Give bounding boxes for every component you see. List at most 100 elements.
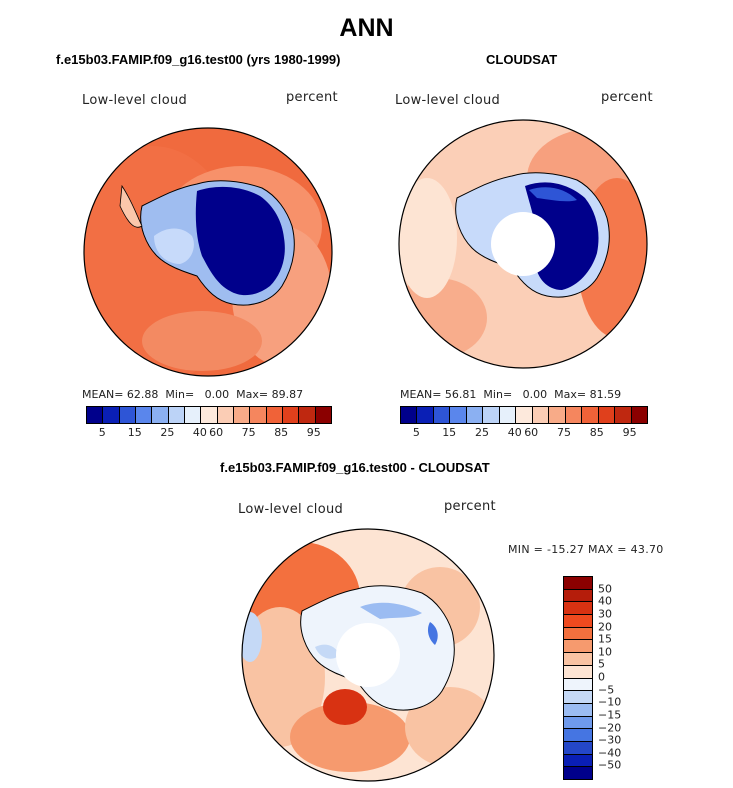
colorbar-swatch xyxy=(201,407,218,423)
colorbar-tick-label: −30 xyxy=(598,733,622,747)
obs-mean-label: MEAN= xyxy=(400,388,442,401)
obs-max-label: Max= xyxy=(554,388,587,401)
model-polar-map xyxy=(83,127,333,377)
obs-max-value: 81.59 xyxy=(589,388,622,401)
colorbar-tick-label: 25 xyxy=(160,426,175,439)
obs-units-label: percent xyxy=(601,90,653,105)
model-variable-label: Low-level cloud xyxy=(82,93,188,108)
model-max-label: Max= xyxy=(236,388,269,401)
model-mean-label: MEAN= xyxy=(82,388,124,401)
colorbar-tick-label: 20 xyxy=(598,620,612,633)
colorbar-swatch xyxy=(564,703,592,717)
colorbar-swatch xyxy=(401,407,418,423)
colorbar-tick-label: 85 xyxy=(274,426,289,439)
colorbar-swatch xyxy=(564,691,592,704)
colorbar-tick-label: 60 xyxy=(524,426,539,439)
colorbar-tick-label: 95 xyxy=(622,426,637,439)
colorbar-swatch xyxy=(168,407,185,423)
colorbar-swatch xyxy=(564,653,592,666)
model-units-label: percent xyxy=(286,90,338,105)
colorbar-tick-label: 50 xyxy=(598,582,612,596)
colorbar-swatch xyxy=(103,407,120,423)
colorbar-swatch xyxy=(217,407,234,423)
colorbar-swatch xyxy=(466,407,484,423)
main-title: ANN xyxy=(339,14,394,42)
colorbar-tick-label: 15 xyxy=(442,426,457,439)
model-colorbar-ticks: 5 15 25 40 60 75 85 95 xyxy=(86,426,330,440)
colorbar-tick-label: −50 xyxy=(598,758,622,772)
colorbar-tick-label: 5 xyxy=(98,426,106,439)
colorbar-swatch xyxy=(282,407,300,423)
diff-panel-title: f.e15b03.FAMIP.f09_g16.test00 - CLOUDSAT xyxy=(220,460,490,475)
obs-colorbar-ticks: 5 15 25 40 60 75 85 95 xyxy=(400,426,646,440)
colorbar-tick-label: 30 xyxy=(598,607,612,621)
colorbar-swatch xyxy=(135,407,153,423)
colorbar-swatch xyxy=(152,407,169,423)
colorbar-tick-label: 15 xyxy=(127,426,142,439)
colorbar-tick-label: −5 xyxy=(598,683,615,697)
colorbar-tick-label: −40 xyxy=(598,746,622,760)
obs-variable-label: Low-level cloud xyxy=(395,93,501,108)
model-min-value: 0.00 xyxy=(204,388,230,401)
colorbar-swatch xyxy=(266,407,283,423)
colorbar-swatch xyxy=(564,729,592,742)
diff-polar-map xyxy=(241,528,495,782)
colorbar-swatch xyxy=(499,407,517,423)
colorbar-swatch xyxy=(417,407,434,423)
colorbar-tick-label: 10 xyxy=(598,645,612,659)
model-mean-value: 62.88 xyxy=(126,388,159,401)
obs-min-label: Min= xyxy=(483,388,513,401)
colorbar-tick-label: 40 xyxy=(192,426,207,439)
colorbar-swatch xyxy=(119,407,136,423)
colorbar-tick-label: 85 xyxy=(589,426,604,439)
diff-minmax: MIN = -15.27 MAX = 43.70 xyxy=(508,543,664,556)
colorbar-swatch xyxy=(564,678,592,692)
colorbar-swatch xyxy=(615,407,632,423)
colorbar-swatch xyxy=(564,754,592,768)
colorbar-swatch xyxy=(564,615,592,628)
colorbar-tick-label: 75 xyxy=(241,426,256,439)
colorbar-tick-label: 40 xyxy=(598,594,612,608)
colorbar-swatch xyxy=(516,407,533,423)
obs-polar-map xyxy=(398,119,648,369)
colorbar-swatch xyxy=(565,407,583,423)
colorbar-tick-label: 5 xyxy=(412,426,420,439)
obs-mean-value: 56.81 xyxy=(444,388,477,401)
colorbar-swatch xyxy=(433,407,451,423)
obs-min-value: 0.00 xyxy=(522,388,548,401)
colorbar-tick-label: 60 xyxy=(209,426,224,439)
colorbar-tick-label: 15 xyxy=(598,632,612,646)
obs-colorbar xyxy=(400,406,648,424)
colorbar-swatch xyxy=(564,627,592,641)
diff-units-label: percent xyxy=(444,499,496,514)
diff-variable-label: Low-level cloud xyxy=(238,502,344,517)
colorbar-swatch xyxy=(564,640,592,654)
colorbar-swatch xyxy=(250,407,267,423)
colorbar-swatch xyxy=(582,407,599,423)
colorbar-tick-label: −15 xyxy=(598,708,622,722)
colorbar-swatch xyxy=(564,665,592,679)
colorbar-swatch xyxy=(564,741,592,755)
colorbar-swatch xyxy=(483,407,500,423)
colorbar-tick-label: −10 xyxy=(598,695,622,709)
colorbar-swatch xyxy=(184,407,202,423)
colorbar-tick-label: 75 xyxy=(557,426,571,439)
model-colorbar xyxy=(86,406,332,424)
colorbar-swatch xyxy=(549,407,566,423)
colorbar-tick-label: 0 xyxy=(598,670,605,684)
colorbar-swatch xyxy=(564,716,592,730)
obs-stats-line: MEAN= 56.81 Min= 0.00 Max= 81.59 xyxy=(400,388,621,401)
colorbar-swatch xyxy=(315,407,331,423)
colorbar-swatch xyxy=(564,602,592,616)
colorbar-swatch xyxy=(631,407,648,423)
obs-panel-title: CLOUDSAT xyxy=(486,52,558,67)
colorbar-swatch xyxy=(299,407,316,423)
colorbar-tick-label: 40 xyxy=(507,426,522,439)
colorbar-tick-label: 95 xyxy=(306,426,321,439)
colorbar-swatch xyxy=(564,577,592,590)
colorbar-swatch xyxy=(564,767,592,779)
model-panel-title: f.e15b03.FAMIP.f09_g16.test00 (yrs 1980-… xyxy=(56,52,341,67)
colorbar-swatch xyxy=(598,407,616,423)
colorbar-swatch xyxy=(564,589,592,603)
model-max-value: 89.87 xyxy=(271,388,304,401)
